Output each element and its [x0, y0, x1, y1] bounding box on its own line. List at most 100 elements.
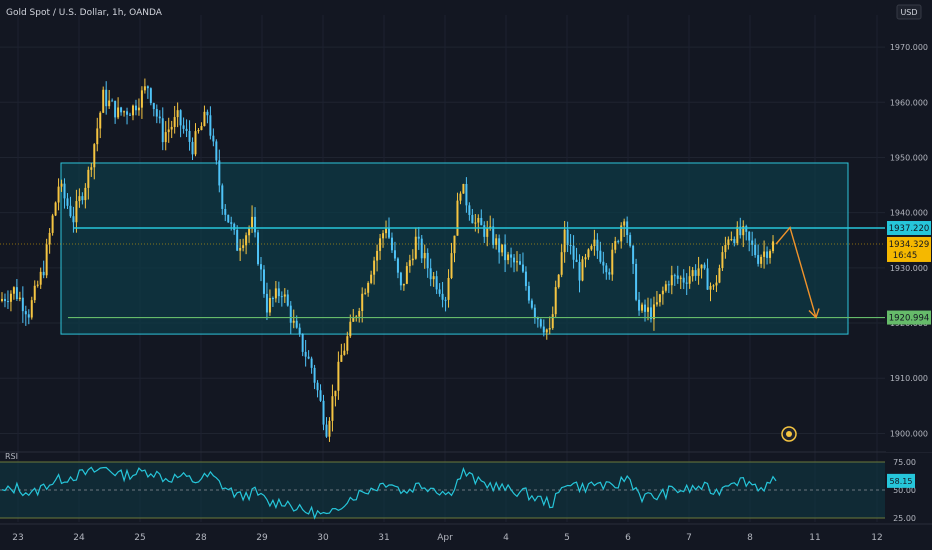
candle-body [644, 304, 647, 312]
candle-body [441, 293, 444, 300]
candle-body [456, 200, 459, 236]
candle-body [167, 129, 170, 133]
candle-body [769, 251, 772, 258]
rsi-tick-label: 75.00 [893, 458, 916, 467]
candle-body [75, 201, 78, 223]
candle-body [51, 215, 54, 233]
candle-body [617, 241, 620, 243]
candle-body [257, 232, 260, 265]
candle-body [361, 293, 364, 312]
candle-body [405, 266, 408, 284]
candle-body [239, 247, 242, 251]
candle-body [42, 271, 45, 276]
candle-body [200, 126, 203, 131]
candle-body [54, 202, 57, 216]
candle-body [492, 226, 495, 245]
rsi-label: RSI [5, 452, 18, 461]
candle-body [286, 294, 289, 306]
candle-body [739, 226, 742, 236]
candle-body [411, 258, 414, 261]
candle-body [352, 317, 355, 322]
candle-body [24, 311, 27, 315]
candle-body [685, 282, 688, 284]
upper-line-price-tag: 1937.220 [889, 224, 930, 234]
candle-body [516, 261, 519, 263]
price-tick-label: 1910.000 [890, 374, 928, 383]
candle-body [423, 252, 426, 259]
candle-body [99, 112, 102, 129]
candle-body [554, 287, 557, 315]
candle-body [572, 245, 575, 260]
candle-body [700, 264, 703, 269]
candle-body [542, 326, 545, 333]
time-tick-label: 12 [871, 533, 882, 543]
price-tick-label: 1950.000 [890, 153, 928, 162]
upper-line-price-tag-bg [887, 221, 931, 236]
candle-body [388, 228, 390, 238]
candle-body [57, 186, 60, 203]
candle-body [632, 245, 635, 264]
candle-body [706, 268, 709, 290]
candle-body [629, 235, 632, 246]
candle-body [60, 183, 63, 187]
price-lines-layer [0, 227, 885, 319]
candle-body [245, 235, 248, 246]
candle-body [385, 228, 388, 234]
candle-body [605, 265, 608, 273]
candle-body [596, 239, 599, 251]
time-axis[interactable]: 23 24 25 28 29 30 31 Apr 4 5 6 7 8 11 12 [0, 523, 932, 543]
candle-body [721, 252, 724, 269]
candle-body [548, 328, 551, 330]
candle-body [673, 275, 676, 277]
candle-body [206, 111, 209, 116]
candle-body [545, 329, 548, 333]
candle-body [84, 187, 87, 201]
candle-body [295, 320, 298, 328]
candle-body [709, 286, 712, 290]
replay-icon[interactable] [781, 426, 797, 442]
candle-body [745, 226, 748, 232]
time-tick-label: Apr [437, 533, 453, 543]
candle-body [480, 217, 483, 226]
candle-body [131, 105, 134, 116]
candle-body [209, 115, 212, 136]
candle-body [733, 239, 736, 244]
candle-body [501, 244, 504, 253]
candle-body [498, 238, 501, 253]
candle-body [578, 262, 581, 281]
candle-body [462, 183, 465, 194]
candle-body [170, 126, 173, 130]
candle-body [527, 286, 530, 301]
last-price-tag: 1934.329 [889, 240, 930, 250]
candle-body [507, 254, 510, 261]
candle-body [283, 294, 286, 297]
currency-button[interactable] [896, 4, 922, 20]
candle-body [370, 274, 373, 283]
candle-body [459, 193, 462, 201]
candle-body [111, 100, 114, 102]
candle-body [358, 311, 361, 317]
candle-body [382, 233, 385, 239]
candle-body [518, 261, 521, 265]
candle-body [763, 251, 766, 257]
candle-body [402, 283, 405, 286]
candle-body [590, 246, 593, 250]
last-price-tag-bg [887, 236, 931, 262]
candle-body [489, 226, 492, 228]
lower-line-price-tag: 1920.994 [889, 314, 930, 324]
candle-body [641, 304, 644, 311]
rsi-axis-bg [886, 453, 932, 525]
candle-body [310, 358, 313, 368]
candle-body [337, 361, 340, 391]
time-tick-label: 24 [73, 533, 85, 543]
projection-arrowhead [808, 308, 820, 319]
candle-body [575, 259, 578, 263]
candle-body [158, 116, 161, 119]
candle-body [495, 238, 498, 245]
candle-body [230, 222, 233, 224]
candle-body [560, 252, 563, 275]
candle-body [254, 216, 257, 233]
candle-body [703, 264, 706, 269]
price-axis[interactable]: 1970.000 1960.000 1950.000 1940.000 1930.000… [886, 0, 932, 452]
candle-body [408, 260, 411, 267]
